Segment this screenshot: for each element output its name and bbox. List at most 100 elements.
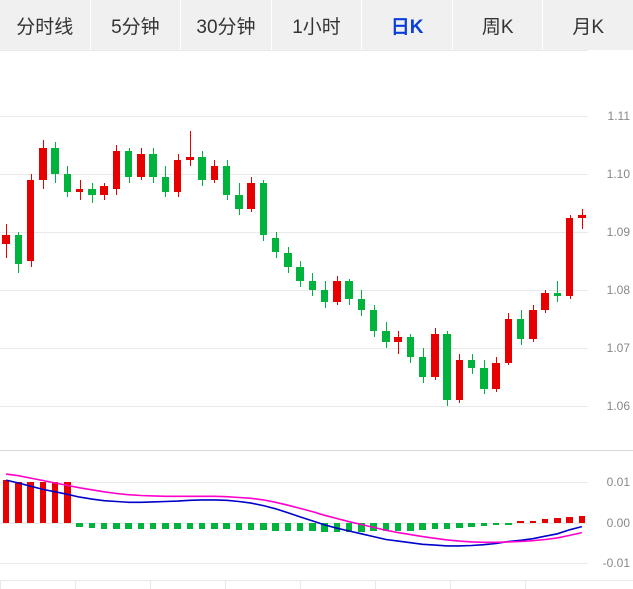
gridline-h (0, 348, 588, 350)
macd-histogram-bar (566, 517, 573, 523)
timeframe-tab-1[interactable]: 5分钟 (90, 0, 182, 50)
y-axis-label: 1.08 (606, 283, 630, 298)
timeframe-tab-2[interactable]: 30分钟 (181, 0, 272, 50)
macd-histogram-bar (309, 522, 316, 532)
x-axis-tick (300, 580, 301, 589)
timeframe-tab-6[interactable]: 月K (543, 0, 633, 50)
macd-histogram-bar (2, 480, 10, 523)
macd-chart[interactable]: 0.01 0.00 -0.01 (0, 450, 633, 589)
y-axis-label: 1.07 (606, 341, 630, 356)
macd-histogram-bar (39, 482, 47, 523)
macd-histogram-bar (382, 522, 390, 532)
macd-histogram-bar (51, 482, 59, 523)
macd-histogram-bar (15, 482, 22, 523)
candle-body (565, 217, 574, 296)
candle-body (492, 362, 500, 389)
candle-body (553, 293, 562, 296)
macd-histogram-bar (480, 522, 488, 527)
candle-body (455, 359, 464, 401)
timeframe-tab-4[interactable]: 日K (362, 0, 453, 50)
y-axis-label: 1.10 (606, 167, 630, 182)
candle-body (14, 235, 23, 265)
candle-body (394, 336, 402, 343)
macd-histogram-bar (223, 522, 230, 530)
candle-body (271, 238, 280, 253)
candle-body (247, 182, 255, 210)
candle-body (112, 151, 121, 189)
candle-body (308, 281, 317, 291)
candle-body (235, 194, 243, 210)
candle-body (161, 177, 170, 192)
y-axis-label: 1.11 (607, 109, 630, 124)
x-axis-tick (450, 580, 451, 589)
macd-histogram-bar (333, 522, 341, 532)
macd-line-diff (5, 479, 583, 547)
macd-histogram-bar (541, 519, 549, 523)
candle-body (2, 235, 10, 244)
gridline-h (0, 562, 588, 564)
macd-histogram-bar (235, 522, 243, 530)
macd-line-dea (5, 473, 583, 544)
gridline-bottom (0, 580, 633, 581)
candle-body (333, 281, 341, 302)
macd-histogram-bar (100, 522, 108, 529)
candle-body (284, 252, 292, 267)
x-axis-tick (0, 580, 1, 589)
candle-body (88, 188, 96, 195)
candle-body (186, 156, 194, 160)
candle-wick (557, 281, 559, 302)
y-axis-label: 1.09 (606, 225, 630, 240)
macd-pane-divider (0, 450, 633, 451)
macd-y-axis-label: 0.00 (606, 515, 630, 530)
gridline-h (0, 116, 588, 118)
candlestick-chart[interactable]: 1.11 1.10 1.09 1.08 1.07 1.06 (0, 50, 633, 450)
timeframe-tab-5[interactable]: 周K (452, 0, 544, 50)
macd-histogram-bar (260, 522, 267, 531)
candle-body (369, 310, 378, 331)
candle-body (259, 182, 268, 236)
candle-body (504, 319, 513, 363)
macd-histogram-bar (247, 522, 255, 530)
gridline-h (0, 522, 588, 524)
candle-body (480, 368, 488, 389)
candle-body (345, 281, 353, 299)
macd-histogram-bar (27, 482, 34, 523)
candle-body (137, 154, 145, 178)
macd-histogram-bar (505, 522, 512, 525)
gridline-top (0, 50, 588, 51)
macd-histogram-bar (431, 522, 439, 530)
macd-lines (5, 473, 583, 547)
candle-body (100, 185, 108, 195)
candle-body (222, 165, 231, 195)
macd-histogram-bar (394, 522, 402, 531)
gridline-h (0, 232, 588, 234)
macd-histogram-bar (113, 522, 120, 529)
x-axis-tick (375, 580, 376, 589)
candle-body (198, 156, 206, 181)
timeframe-tab-3[interactable]: 1小时 (271, 0, 363, 50)
macd-histogram-bar (554, 518, 561, 523)
timeframe-tab-0[interactable]: 分时线 (0, 0, 91, 50)
macd-histogram-bar (529, 520, 537, 523)
macd-histogram-bar (137, 522, 145, 530)
gridline-h (0, 482, 588, 484)
x-axis-tick (225, 580, 226, 589)
candle-body (26, 180, 35, 262)
candle-body (39, 148, 47, 181)
macd-histogram-bar (407, 522, 414, 531)
gridline-h (0, 406, 588, 408)
gridline-h (0, 174, 588, 176)
candle-body (51, 148, 59, 175)
macd-histogram-bar (517, 521, 524, 524)
macd-histogram-bar (76, 522, 83, 528)
candle-body (357, 298, 366, 311)
macd-histogram-bar (345, 522, 353, 532)
timeframe-toolbar: 分时线 5分钟 30分钟 1小时 日K 周K 月K (0, 0, 633, 50)
macd-histogram-bar (284, 522, 292, 531)
candle-body (516, 319, 525, 340)
gridline-h (0, 290, 588, 292)
macd-histogram-bar (419, 522, 426, 530)
candle-body (406, 336, 415, 357)
candle-body (320, 290, 329, 302)
